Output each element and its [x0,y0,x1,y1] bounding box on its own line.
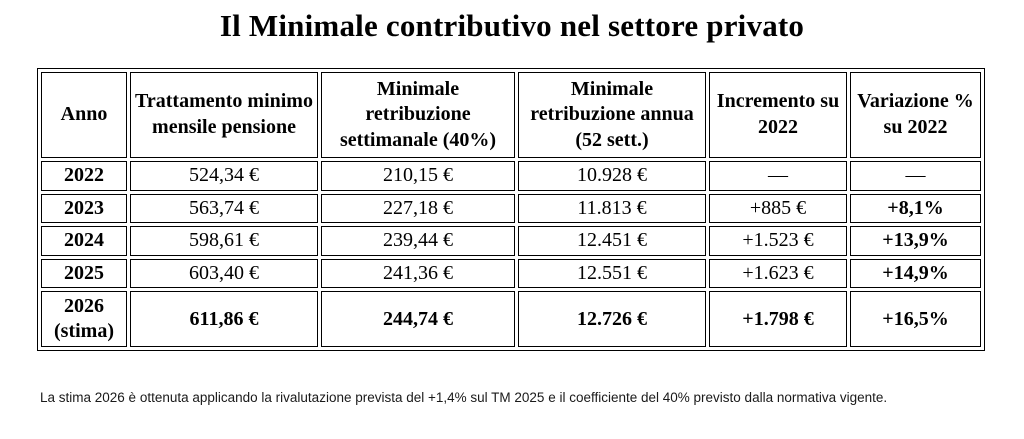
retribuzione-annua-cell: 10.928 € [518,161,706,191]
retribuzione-settimanale-cell: 227,18 € [321,193,515,224]
contribution-minimums-table: Anno Trattamento minimo mensile pensione… [37,68,985,352]
header-incremento: Incremento su 2022 [709,72,847,158]
page-title: Il Minimale contributivo nel settore pri… [219,8,805,43]
incremento-cell: +1.798 € [709,291,847,348]
tm-pensione-cell: 524,34 € [130,161,318,191]
retribuzione-annua-cell: 12.551 € [518,258,706,289]
retribuzione-annua-cell: 11.813 € [518,193,706,224]
header-trattamento-minimo: Trattamento minimo mensile pensione [130,72,318,158]
table-header-row: Anno Trattamento minimo mensile pensione… [41,72,981,158]
variazione-cell: +16,5% [850,291,981,348]
variazione-cell: +14,9% [850,258,981,289]
year-cell: 2026 (stima) [41,291,127,348]
variazione-cell: — [850,161,981,191]
table-row-2025: 2025 603,40 € 241,36 € 12.551 € +1.623 €… [41,258,981,289]
header-minimale-annua: Minimale retribuzione annua (52 sett.) [518,72,706,158]
retribuzione-settimanale-cell: 244,74 € [321,291,515,348]
tm-pensione-cell: 563,74 € [130,193,318,224]
tm-pensione-cell: 598,61 € [130,226,318,256]
incremento-cell: +1.623 € [709,258,847,289]
table-row-2022: 2022 524,34 € 210,15 € 10.928 € — — [41,161,981,191]
year-cell: 2024 [41,226,127,256]
table-row-2026-stima: 2026 (stima) 611,86 € 244,74 € 12.726 € … [41,291,981,348]
retribuzione-annua-cell: 12.451 € [518,226,706,256]
tm-pensione-cell: 611,86 € [130,291,318,348]
retribuzione-settimanale-cell: 210,15 € [321,161,515,191]
estimate-footnote: La stima 2026 è ottenuta applicando la r… [40,390,888,405]
retribuzione-settimanale-cell: 239,44 € [321,226,515,256]
header-variazione: Variazione % su 2022 [850,72,981,158]
retribuzione-settimanale-cell: 241,36 € [321,258,515,289]
tm-pensione-cell: 603,40 € [130,258,318,289]
year-cell: 2023 [41,193,127,224]
header-minimale-settimanale: Minimale retribuzione settimanale (40%) [321,72,515,158]
header-anno: Anno [41,72,127,158]
incremento-cell: — [709,161,847,191]
incremento-cell: +885 € [709,193,847,224]
table-row-2023: 2023 563,74 € 227,18 € 11.813 € +885 € +… [41,193,981,224]
variazione-cell: +13,9% [850,226,981,256]
variazione-cell: +8,1% [850,193,981,224]
year-cell: 2025 [41,258,127,289]
incremento-cell: +1.523 € [709,226,847,256]
year-cell: 2022 [41,161,127,191]
retribuzione-annua-cell: 12.726 € [518,291,706,348]
table-row-2024: 2024 598,61 € 239,44 € 12.451 € +1.523 €… [41,226,981,256]
